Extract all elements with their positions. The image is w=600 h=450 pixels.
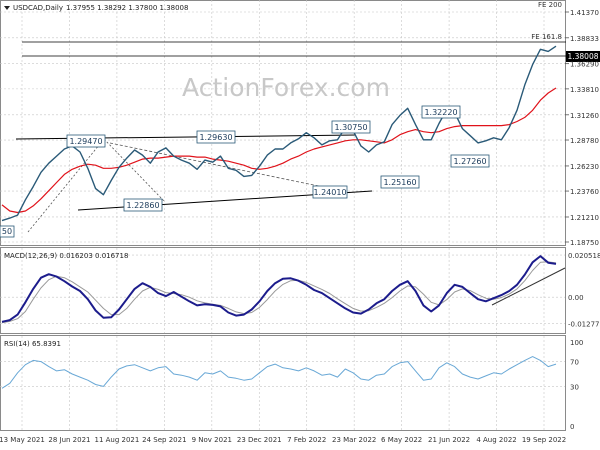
wave-dotted-line-2 bbox=[103, 138, 166, 203]
triangle-down-icon[interactable] bbox=[4, 6, 10, 10]
pivot-label-1-27260: 1.27260 bbox=[450, 154, 490, 168]
rsi-tick-label: 70 bbox=[570, 359, 579, 367]
pivot-label-1-32220: 1.32220 bbox=[421, 105, 461, 119]
pivot-label-1-22860: 1.22860 bbox=[123, 198, 163, 212]
price-tick-label: 1.21210 bbox=[570, 214, 599, 222]
pivot-label-1-25160: 1.25160 bbox=[380, 175, 420, 189]
x-tick-label: 6 May 2022 bbox=[381, 436, 422, 444]
current-price-tag: 1.38008 bbox=[566, 51, 600, 62]
x-tick-label: 13 May 2021 bbox=[0, 436, 45, 444]
rsi-line bbox=[1, 356, 557, 389]
pivot-label-1-30750: 1.30750 bbox=[331, 120, 371, 134]
x-tick-label: 21 Jun 2022 bbox=[428, 436, 470, 444]
triangle-dotted-trendline bbox=[109, 142, 339, 191]
macd-tick-label: 0.00 bbox=[568, 294, 584, 302]
grid-layer bbox=[0, 0, 565, 430]
svg-text:1.25160: 1.25160 bbox=[383, 178, 416, 187]
svg-text:1.27260: 1.27260 bbox=[453, 157, 486, 166]
fe-200-label: FE 200 bbox=[538, 1, 562, 9]
rsi-panel bbox=[0, 335, 566, 431]
price-panel bbox=[0, 0, 566, 246]
svg-text:1.24010: 1.24010 bbox=[313, 188, 346, 197]
svg-text:50: 50 bbox=[2, 227, 12, 236]
left-partial-label: 50 bbox=[0, 225, 15, 238]
ohlc-label: 1.37955 1.38292 1.37800 1.38008 bbox=[66, 4, 188, 12]
pivot-label-1-24010: 1.24010 bbox=[312, 185, 348, 199]
macd-tick-label: 0.020518 bbox=[568, 252, 600, 260]
svg-text:1.30750: 1.30750 bbox=[334, 123, 367, 132]
x-tick-label: 23 Dec 2021 bbox=[237, 436, 282, 444]
price-tick-label: 1.38833 bbox=[570, 35, 599, 43]
x-tick-label: 4 Aug 2022 bbox=[476, 436, 516, 444]
svg-text:1.29630: 1.29630 bbox=[199, 133, 232, 142]
axis-layer: 13 May 2021 28 Jun 2021 11 Aug 2021 24 Sep … bbox=[0, 9, 600, 444]
macd-trendline bbox=[491, 267, 566, 306]
svg-text:1.32220: 1.32220 bbox=[424, 108, 457, 117]
x-tick-label: 19 Sep 2022 bbox=[522, 436, 566, 444]
pivot-label-1-29630: 1.29630 bbox=[196, 130, 236, 144]
pivot-label-1-29470: 1.29470 bbox=[66, 134, 106, 148]
macd-line bbox=[1, 255, 557, 323]
x-tick-label: 24 Sep 2021 bbox=[142, 436, 186, 444]
price-tick-label: 1.33810 bbox=[570, 86, 599, 94]
price-tick-label: 1.41370 bbox=[570, 9, 599, 17]
rsi-tick-label: 0 bbox=[570, 423, 574, 431]
x-tick-label: 9 Nov 2021 bbox=[192, 436, 232, 444]
wave-dotted-line-1 bbox=[27, 138, 105, 233]
symbol-label: USDCAD,Daily bbox=[13, 4, 63, 12]
watermark-text: ActionForex.com bbox=[182, 73, 390, 102]
svg-text:1.29470: 1.29470 bbox=[69, 137, 102, 146]
rsi-tick-label: 30 bbox=[570, 383, 579, 391]
x-tick-label: 11 Aug 2021 bbox=[94, 436, 139, 444]
price-tick-label: 1.23760 bbox=[570, 188, 599, 196]
svg-text:1.22860: 1.22860 bbox=[126, 201, 159, 210]
price-tick-label: 1.18750 bbox=[570, 239, 599, 247]
macd-panel bbox=[0, 247, 566, 334]
price-line bbox=[1, 45, 557, 222]
x-tick-label: 7 Feb 2022 bbox=[287, 436, 326, 444]
svg-text:1.38008: 1.38008 bbox=[567, 52, 598, 61]
moving-average-line bbox=[1, 87, 557, 214]
rsi-tick-label: 100 bbox=[570, 339, 583, 347]
price-tick-label: 1.31260 bbox=[570, 112, 599, 120]
rsi-series-layer bbox=[1, 356, 557, 389]
fe-161-8-label: FE 161.8 bbox=[531, 33, 562, 41]
macd-title: MACD(12,26,9) 0.016203 0.016718 bbox=[4, 252, 128, 260]
macd-series-layer bbox=[1, 255, 557, 324]
x-tick-label: 28 Jun 2021 bbox=[48, 436, 90, 444]
rsi-title: RSI(14) 65.8391 bbox=[4, 340, 61, 348]
price-tick-label: 1.26230 bbox=[570, 163, 599, 171]
x-tick-label: 23 Mar 2022 bbox=[332, 436, 376, 444]
price-tick-label: 1.36290 bbox=[570, 61, 599, 69]
price-series-layer bbox=[1, 45, 557, 222]
price-tick-label: 1.28780 bbox=[570, 137, 599, 145]
